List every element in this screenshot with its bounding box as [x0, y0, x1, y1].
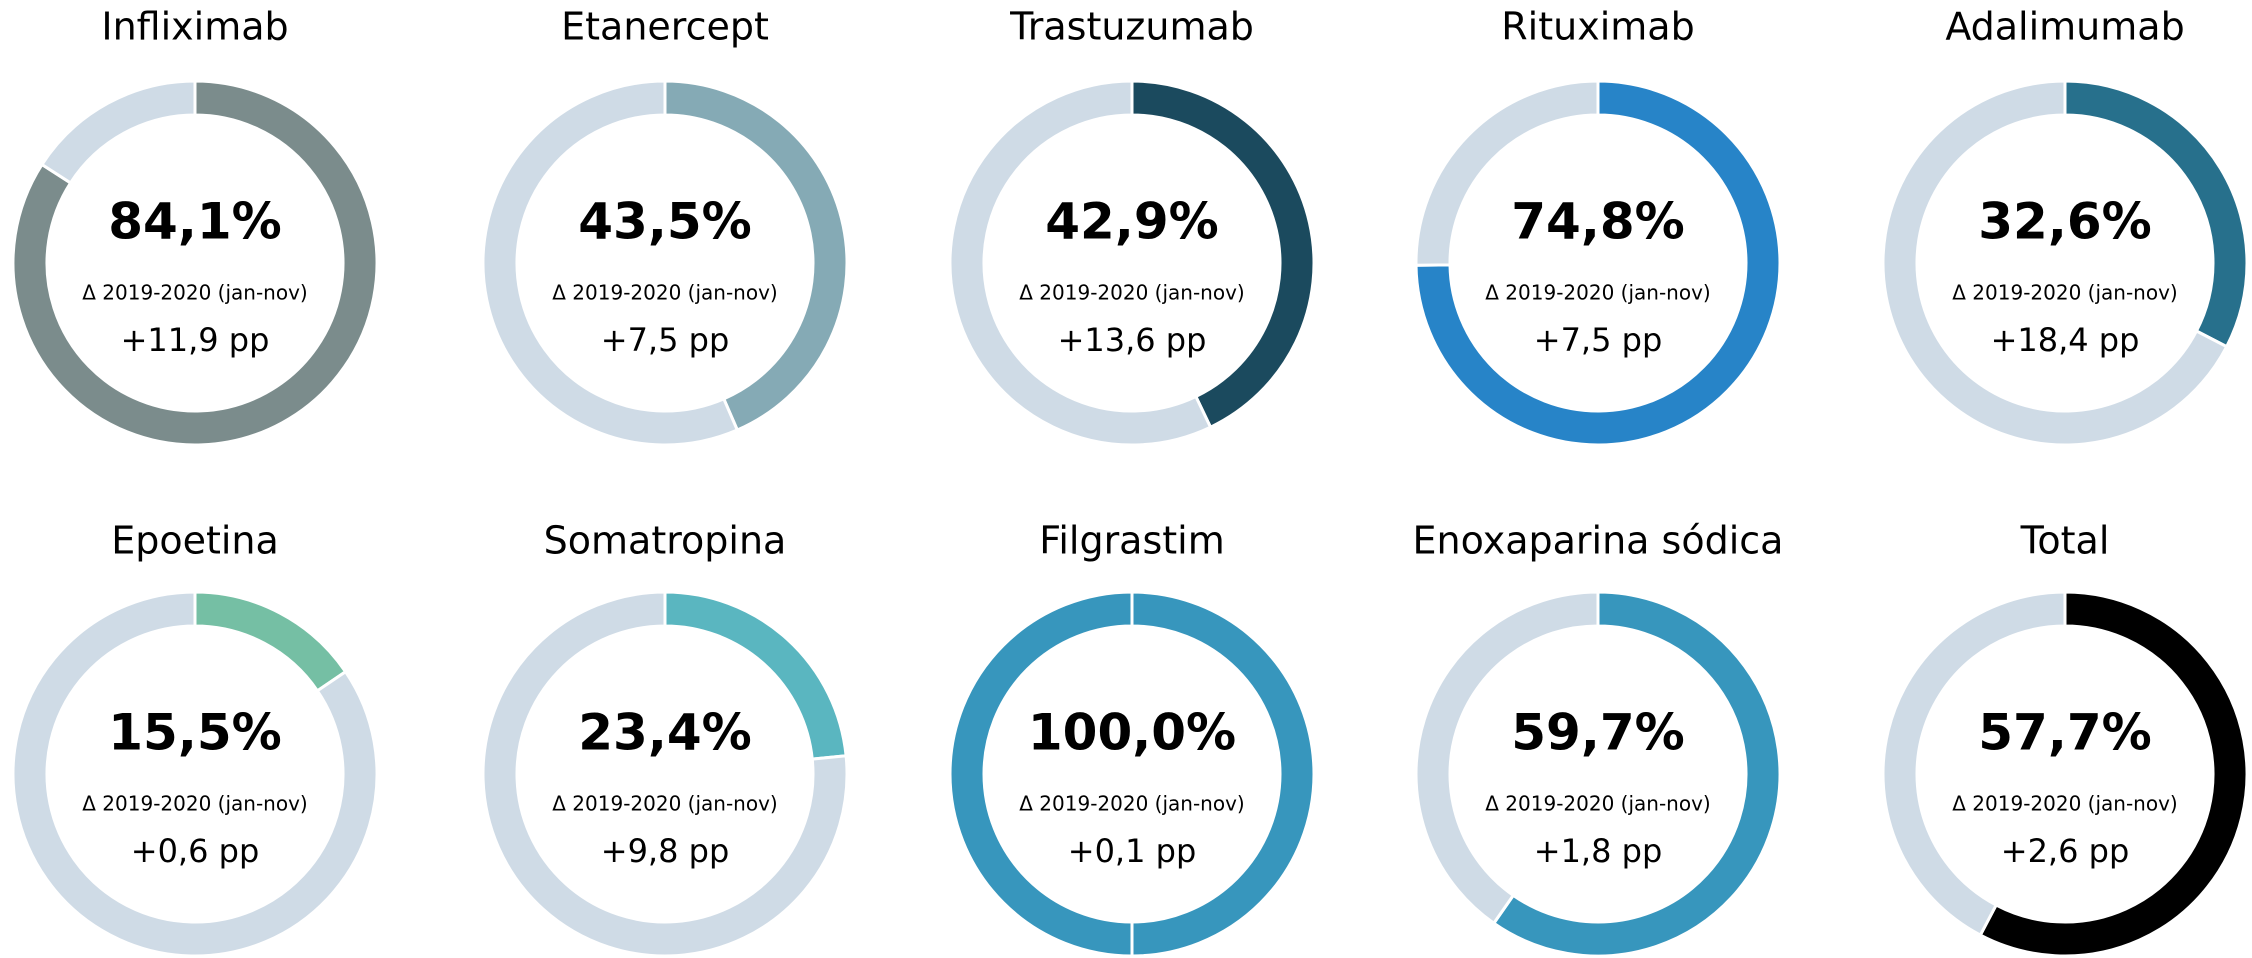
donut-segment [481, 590, 849, 958]
subtitle: Δ 2019-2020 (jan-nov) [552, 792, 777, 816]
donut-segment [1881, 79, 2229, 447]
subtitle: Δ 2019-2020 (jan-nov) [82, 281, 307, 305]
donut-segment [1414, 79, 1782, 447]
chart-title: Trastuzumab [1009, 5, 1254, 49]
value-label: 42,9% [1045, 193, 1218, 251]
donut-chart: Etanercept 43,5% Δ 2019-2020 (jan-nov) +7,5… [481, 5, 849, 447]
annotation: +11,9 pp [121, 321, 270, 359]
subtitle: Δ 2019-2020 (jan-nov) [1019, 281, 1244, 305]
chart-title: Filgrastim [1039, 519, 1225, 563]
value-label: 15,5% [108, 704, 281, 762]
annotation: +18,4 pp [1991, 321, 2140, 359]
donut-chart: Filgrastim 100,0% Δ 2019-2020 (jan-nov) +0,… [948, 519, 1316, 958]
subtitle: Δ 2019-2020 (jan-nov) [1019, 792, 1244, 816]
donut-segment [1881, 590, 2067, 938]
donut-chart: Infliximab 84,1% Δ 2019-2020 (jan-nov) +11,… [11, 5, 379, 447]
donut-segment [948, 79, 1213, 447]
chart-title: Epoetina [111, 519, 279, 563]
value-label: 74,8% [1511, 193, 1684, 251]
chart-title: Rituximab [1501, 5, 1694, 49]
donut-chart: Total 57,7% Δ 2019-2020 (jan-nov) +2,6 pp [1881, 519, 2249, 958]
subtitle: Δ 2019-2020 (jan-nov) [1952, 281, 2177, 305]
donut-chart: Somatropina 23,4% Δ 2019-2020 (jan-nov) +9,… [481, 519, 849, 958]
donut-segment [1130, 79, 1316, 430]
value-label: 32,6% [1978, 193, 2151, 251]
chart-title: Adalimumab [1945, 5, 2184, 49]
donut-chart: Rituximab 74,8% Δ 2019-2020 (jan-nov) +7,5 … [1414, 5, 1782, 447]
donut-segment [11, 79, 379, 447]
value-label: 100,0% [1028, 704, 1236, 762]
donut-segment [11, 590, 379, 958]
donut-chart: Enoxaparina sódica 59,7% Δ 2019-2020 (jan-… [1413, 519, 1784, 958]
annotation: +7,5 pp [601, 321, 730, 359]
chart-title: Infliximab [101, 5, 288, 49]
donut-chart: Adalimumab 32,6% Δ 2019-2020 (jan-nov) +18,… [1881, 5, 2249, 447]
annotation: +1,8 pp [1534, 832, 1663, 870]
subtitle: Δ 2019-2020 (jan-nov) [1485, 792, 1710, 816]
chart-title: Somatropina [544, 519, 787, 563]
value-label: 57,7% [1978, 704, 2151, 762]
value-label: 59,7% [1511, 704, 1684, 762]
donut-segment [39, 79, 197, 185]
subtitle: Δ 2019-2020 (jan-nov) [1952, 792, 2177, 816]
annotation: +9,8 pp [601, 832, 730, 870]
chart-title: Etanercept [561, 5, 769, 49]
value-label: 23,4% [578, 704, 751, 762]
donut-segment [1491, 590, 1782, 958]
value-label: 43,5% [578, 193, 751, 251]
subtitle: Δ 2019-2020 (jan-nov) [1485, 281, 1710, 305]
subtitle: Δ 2019-2020 (jan-nov) [552, 281, 777, 305]
donut-segment [481, 79, 740, 447]
donut-chart: Trastuzumab 42,9% Δ 2019-2020 (jan-nov) +13… [948, 5, 1316, 447]
chart-title: Enoxaparina sódica [1413, 519, 1784, 563]
annotation: +0,6 pp [131, 832, 260, 870]
annotation: +2,6 pp [2001, 832, 2130, 870]
annotation: +7,5 pp [1534, 321, 1663, 359]
donut-segment [948, 590, 1316, 958]
chart-title: Total [2020, 519, 2110, 563]
donut-segment [663, 79, 849, 433]
subtitle: Δ 2019-2020 (jan-nov) [82, 792, 307, 816]
donut-chart: Epoetina 15,5% Δ 2019-2020 (jan-nov) +0,6 p… [11, 519, 379, 958]
donut-segment [1978, 590, 2249, 958]
donut-segment [193, 590, 348, 693]
annotation: +0,1 pp [1068, 832, 1197, 870]
annotation: +13,6 pp [1058, 321, 1207, 359]
value-label: 84,1% [108, 193, 281, 251]
